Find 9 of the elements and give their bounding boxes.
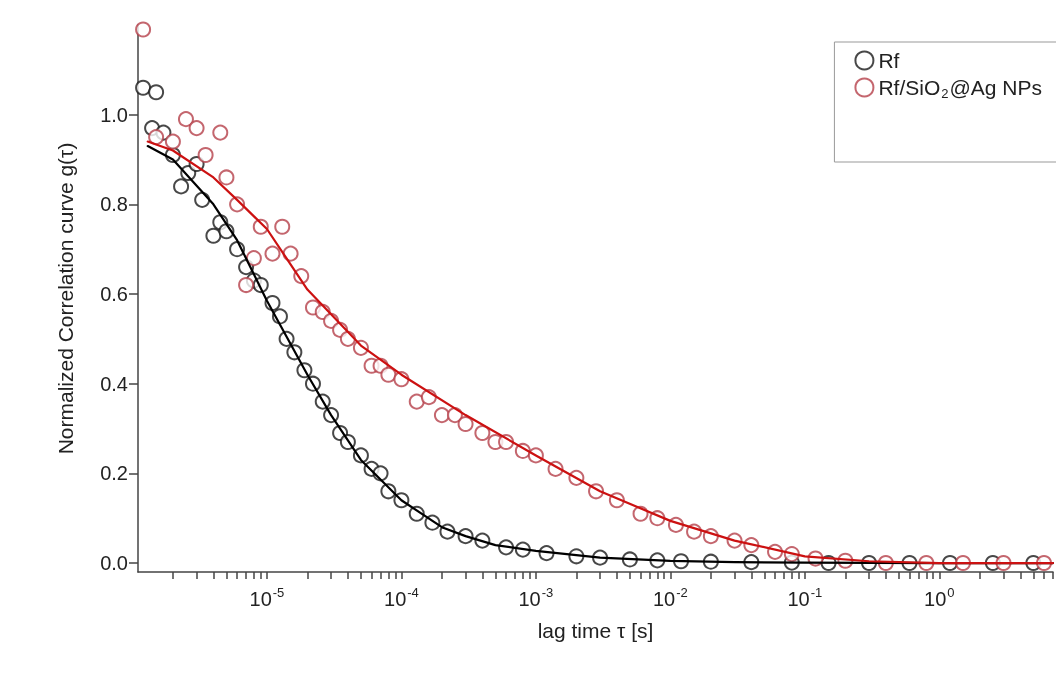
y-tick-label: 0.6: [100, 283, 128, 306]
y-axis-title: Normalized Correlation curve g(τ): [54, 142, 77, 455]
y-tick-label: 0.0: [100, 552, 128, 575]
y-tick-label: 1.0: [100, 103, 128, 126]
y-tick-label: 0.4: [100, 372, 128, 395]
x-axis-title: lag time τ [s]: [537, 619, 654, 642]
legend-label: Rf: [878, 49, 900, 72]
y-tick-label: 0.8: [100, 193, 128, 216]
y-tick-label: 0.2: [100, 462, 128, 485]
